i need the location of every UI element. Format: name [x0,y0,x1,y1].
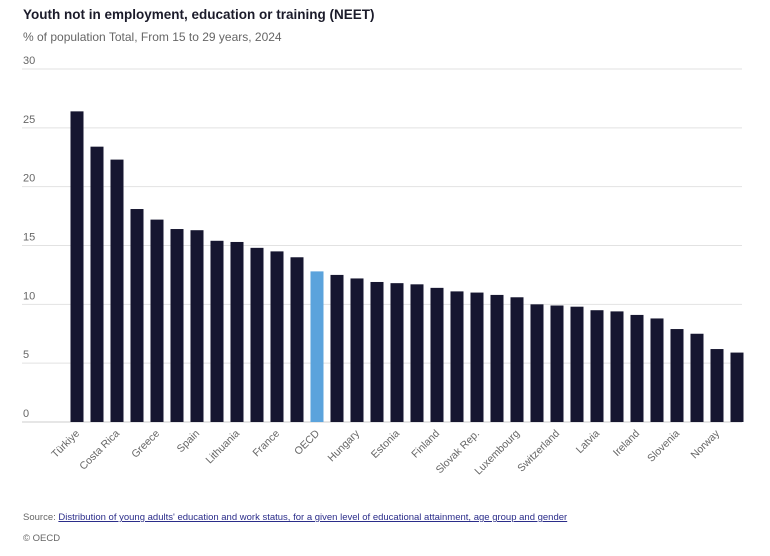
source-note: Source: Distribution of young adults' ed… [23,512,567,523]
bar-bar29 [650,318,664,422]
y-tick-label: 20 [23,173,35,185]
bar-slovak-rep- [470,292,484,422]
bar-bar3 [130,209,144,422]
bar-bar17 [410,284,424,422]
chart-subtitle: % of population Total, From 15 to 29 yea… [23,30,282,44]
bar-oecd [310,271,324,422]
bar-bar5 [170,229,184,422]
x-tick-label: Türkiye [49,428,82,461]
bar-bar15 [370,281,384,422]
bar-bar33 [730,352,744,422]
bar-bar13 [330,274,344,422]
bar-bar9 [250,247,264,422]
bar-bar1 [90,146,104,422]
y-tick-label: 0 [23,408,29,420]
bar-bar7 [210,240,224,422]
bar-ireland [630,314,644,422]
x-tick-label: Finland [409,428,442,461]
x-tick-label: Norway [688,427,722,461]
bar-switzerland [550,305,564,422]
bar-bar31 [690,333,704,422]
bar-estonia [390,283,404,422]
y-tick-label: 15 [23,232,35,244]
x-tick-label: Spain [175,428,203,456]
x-tick-label: France [251,428,283,460]
chart-title: Youth not in employment, education or tr… [23,7,375,22]
x-tick-label: Estonia [369,428,402,461]
x-tick-label: Slovenia [645,428,682,465]
y-tick-label: 10 [23,290,35,302]
source-link[interactable]: Distribution of young adults' education … [58,512,568,523]
bar-bar23 [530,304,544,422]
bar-lithuania [230,241,244,422]
x-tick-label: Switzerland [515,428,562,475]
bar-luxembourg [510,297,524,422]
bar-spain [190,230,204,422]
x-tick-label: Greece [129,428,162,461]
bar-costa-rica [110,159,124,422]
bar-norway [710,349,724,422]
y-tick-label: 25 [23,114,35,126]
bar-finland [430,287,444,422]
x-tick-label: Ireland [611,428,642,459]
bar-bar25 [570,306,584,422]
bar-t-rkiye [70,111,84,423]
bar-bar27 [610,311,624,422]
copyright: © OECD [23,533,61,544]
bar-france [270,251,284,422]
x-tick-label: Latvia [574,428,602,456]
bar-hungary [350,278,364,422]
bar-slovenia [670,329,684,422]
y-tick-label: 5 [23,349,29,361]
y-tick-label: 30 [23,55,35,67]
bar-greece [150,219,164,422]
bar-bar11 [290,257,304,422]
x-tick-label: Costa Rica [77,428,122,473]
x-tick-label: OECD [292,427,322,457]
x-tick-label: Lithuania [203,428,242,467]
source-label: Source: [23,512,56,523]
x-tick-label: Hungary [326,427,363,464]
bar-bar19 [450,291,464,422]
bar-latvia [590,310,604,422]
bar-bar21 [490,294,504,422]
